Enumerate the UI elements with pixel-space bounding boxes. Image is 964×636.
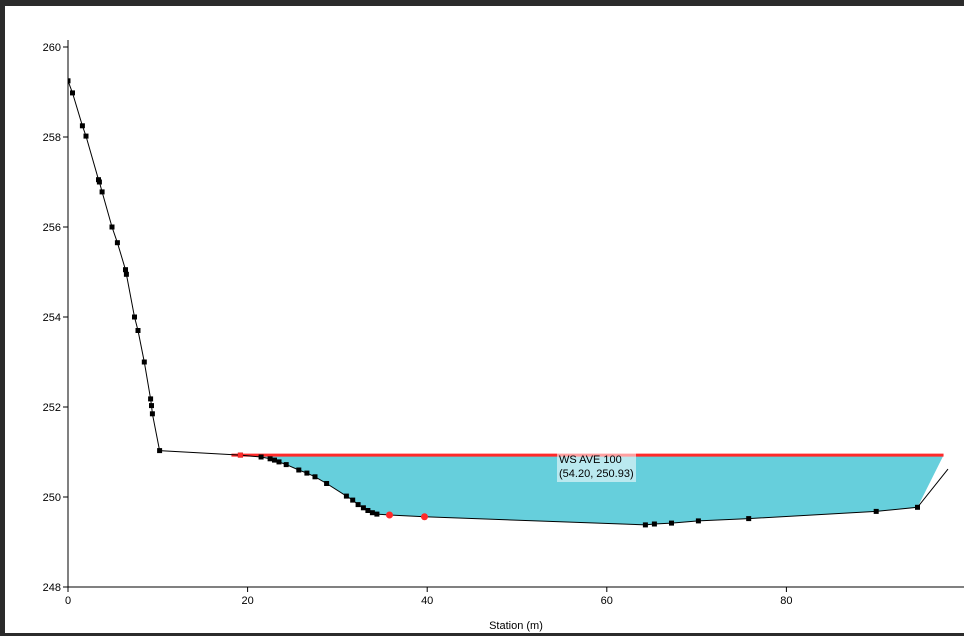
ground-point <box>355 502 361 508</box>
y-tick-label: 258 <box>43 132 61 144</box>
ground-point <box>157 448 163 454</box>
ground-point <box>149 403 154 409</box>
ground-point <box>669 520 674 526</box>
y-tick-label: 250 <box>43 492 61 504</box>
ground-point <box>343 493 349 499</box>
bank-points-layer <box>237 452 428 521</box>
ground-point <box>99 189 105 195</box>
bank-station-marker <box>421 513 428 521</box>
window-frame-top <box>0 0 964 6</box>
ground-point <box>283 462 289 468</box>
ground-point <box>304 470 310 476</box>
ground-point <box>915 504 920 510</box>
ground-point <box>360 505 366 511</box>
x-tick-label: 40 <box>421 595 433 607</box>
ground-point <box>365 508 371 513</box>
ground-point <box>70 90 75 96</box>
ground-point <box>79 123 85 129</box>
ground-point <box>96 179 102 185</box>
x-axis-ticks: 0 20 40 60 80 <box>65 587 793 607</box>
x-axis-label: Station (m) <box>489 620 543 632</box>
y-tick-label: 256 <box>43 222 61 234</box>
ground-point <box>109 224 115 230</box>
ground-point <box>148 396 154 402</box>
window-frame-bottom <box>0 633 964 636</box>
ground-point <box>374 511 380 517</box>
ground-point <box>312 474 318 480</box>
window-frame-left <box>0 0 5 636</box>
ground-point <box>258 454 264 460</box>
bank-station-marker <box>237 452 243 458</box>
y-tick-label: 252 <box>43 402 61 414</box>
ground-point <box>369 510 375 516</box>
y-tick-label: 260 <box>43 42 61 54</box>
x-tick-label: 80 <box>780 595 792 607</box>
ground-point <box>324 481 330 486</box>
ground-point <box>114 240 120 246</box>
ground-point <box>272 457 277 463</box>
ground-point <box>123 267 128 273</box>
annotation-series-label: WS AVE 100 <box>559 454 622 466</box>
ground-point <box>267 456 273 462</box>
y-axis-ticks: 248 250 252 254 256 258 260 <box>43 42 68 594</box>
bank-station-marker <box>386 511 393 519</box>
ground-point <box>83 133 89 139</box>
water-surface-annotation: WS AVE 100 (54.20, 250.93) <box>557 452 636 482</box>
ground-point <box>695 518 701 524</box>
y-tick-label: 254 <box>43 312 61 324</box>
axes-layer <box>67 40 964 588</box>
water-fill-layer <box>240 455 944 525</box>
y-tick-label: 248 <box>43 582 61 594</box>
ground-point <box>350 497 356 503</box>
ground-point <box>873 508 879 514</box>
ground-point <box>642 522 648 528</box>
x-tick-label: 20 <box>241 595 253 607</box>
ground-point <box>132 314 137 320</box>
ground-point <box>651 521 657 527</box>
ground-point <box>135 328 141 333</box>
water-area <box>240 455 944 525</box>
annotation-coordinates: (54.20, 250.93) <box>559 468 634 480</box>
ground-point <box>149 411 155 417</box>
ground-point <box>746 516 752 522</box>
ground-point <box>68 78 71 84</box>
ground-point <box>276 459 282 465</box>
ground-point <box>141 359 147 365</box>
ground-point <box>296 467 302 473</box>
ground-point <box>123 271 129 277</box>
x-tick-label: 0 <box>65 595 71 607</box>
x-tick-label: 60 <box>601 595 613 607</box>
